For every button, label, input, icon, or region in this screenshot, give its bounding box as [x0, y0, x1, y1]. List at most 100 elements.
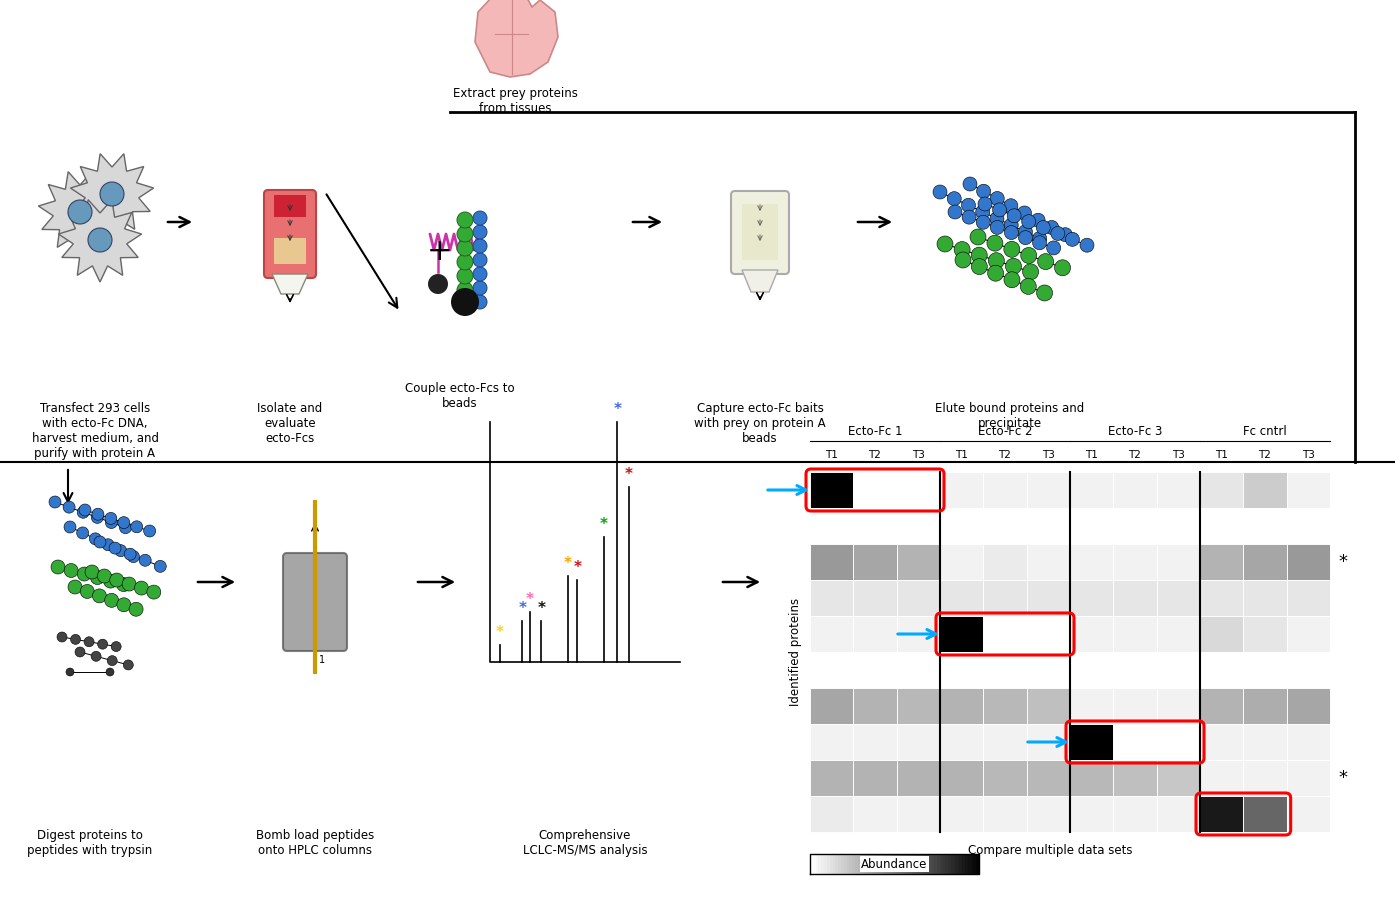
Bar — [854, 724, 897, 760]
Bar — [897, 580, 940, 616]
Circle shape — [1066, 232, 1080, 246]
Bar — [1070, 472, 1113, 508]
Circle shape — [990, 220, 1004, 234]
Text: Ecto-Fc 1: Ecto-Fc 1 — [848, 425, 903, 438]
Circle shape — [75, 647, 85, 657]
Bar — [940, 472, 983, 508]
Bar — [971, 854, 974, 874]
Circle shape — [124, 549, 137, 561]
Circle shape — [110, 573, 124, 587]
Bar — [897, 796, 940, 832]
Circle shape — [990, 211, 1004, 226]
Circle shape — [970, 229, 986, 245]
Polygon shape — [742, 270, 778, 292]
Circle shape — [1006, 258, 1021, 274]
Text: *: * — [526, 592, 534, 607]
Bar — [960, 854, 963, 874]
Bar — [954, 854, 957, 874]
Polygon shape — [476, 0, 558, 77]
Circle shape — [473, 225, 487, 239]
Bar — [900, 854, 903, 874]
Circle shape — [458, 212, 473, 228]
Bar — [1286, 724, 1329, 760]
Circle shape — [1004, 199, 1018, 213]
Bar — [838, 854, 841, 874]
Bar — [273, 195, 306, 217]
Circle shape — [1021, 215, 1035, 229]
Circle shape — [105, 513, 117, 525]
Bar — [930, 854, 933, 874]
Bar — [943, 854, 946, 874]
Text: Isolate and
evaluate
ecto-Fcs: Isolate and evaluate ecto-Fcs — [257, 402, 322, 445]
Bar — [875, 854, 877, 874]
Bar — [1156, 724, 1200, 760]
Bar — [810, 796, 854, 832]
Circle shape — [77, 506, 89, 518]
Bar — [908, 854, 911, 874]
Text: Fc cntrl: Fc cntrl — [1243, 425, 1286, 438]
Circle shape — [1036, 285, 1053, 301]
Bar — [1156, 760, 1200, 796]
Bar — [940, 652, 983, 688]
Circle shape — [986, 235, 1003, 251]
Bar — [841, 854, 844, 874]
Bar — [1027, 616, 1070, 652]
Bar — [810, 652, 854, 688]
Text: *: * — [600, 517, 608, 532]
Bar — [1286, 616, 1329, 652]
Circle shape — [975, 205, 989, 219]
Text: Extract prey proteins
from tissues: Extract prey proteins from tissues — [452, 87, 578, 115]
Bar — [847, 854, 850, 874]
Bar — [1156, 688, 1200, 724]
Circle shape — [947, 192, 961, 206]
Bar — [894, 854, 897, 874]
Bar — [854, 652, 897, 688]
FancyBboxPatch shape — [283, 553, 347, 651]
Text: T3: T3 — [912, 450, 925, 460]
Bar — [1027, 580, 1070, 616]
Circle shape — [1007, 208, 1021, 223]
Bar — [983, 652, 1027, 688]
Text: *: * — [1338, 769, 1348, 787]
Bar — [1113, 472, 1156, 508]
Bar — [854, 796, 897, 832]
Bar — [983, 796, 1027, 832]
Polygon shape — [59, 200, 141, 282]
Text: Capture ecto-Fc baits
with prey on protein A
beads: Capture ecto-Fc baits with prey on prote… — [695, 402, 826, 445]
Bar — [917, 854, 919, 874]
Circle shape — [1018, 230, 1032, 244]
Bar — [1027, 688, 1070, 724]
Bar — [983, 508, 1027, 544]
Bar — [1070, 580, 1113, 616]
Bar — [836, 854, 838, 874]
Text: T3: T3 — [1302, 450, 1314, 460]
Circle shape — [963, 177, 976, 191]
Bar — [1286, 652, 1329, 688]
Circle shape — [117, 577, 131, 592]
Bar — [1286, 544, 1329, 580]
Text: Elute bound proteins and
precipitate: Elute bound proteins and precipitate — [936, 402, 1085, 430]
Circle shape — [130, 602, 144, 616]
Circle shape — [978, 197, 992, 211]
Circle shape — [1045, 220, 1059, 234]
Bar — [1113, 544, 1156, 580]
Circle shape — [458, 254, 473, 270]
Bar — [1070, 652, 1113, 688]
Text: *: * — [573, 561, 582, 575]
Circle shape — [66, 668, 74, 676]
Circle shape — [117, 516, 130, 528]
Circle shape — [1017, 206, 1031, 220]
Circle shape — [64, 563, 78, 577]
Bar — [854, 472, 897, 508]
Circle shape — [1031, 213, 1045, 227]
Bar — [911, 854, 914, 874]
Circle shape — [106, 516, 117, 528]
Circle shape — [473, 211, 487, 225]
Circle shape — [117, 597, 131, 612]
Bar — [928, 854, 930, 874]
Circle shape — [91, 651, 100, 661]
Bar — [1070, 796, 1113, 832]
Text: *: * — [625, 467, 633, 482]
Circle shape — [458, 282, 473, 298]
Bar — [957, 854, 960, 874]
